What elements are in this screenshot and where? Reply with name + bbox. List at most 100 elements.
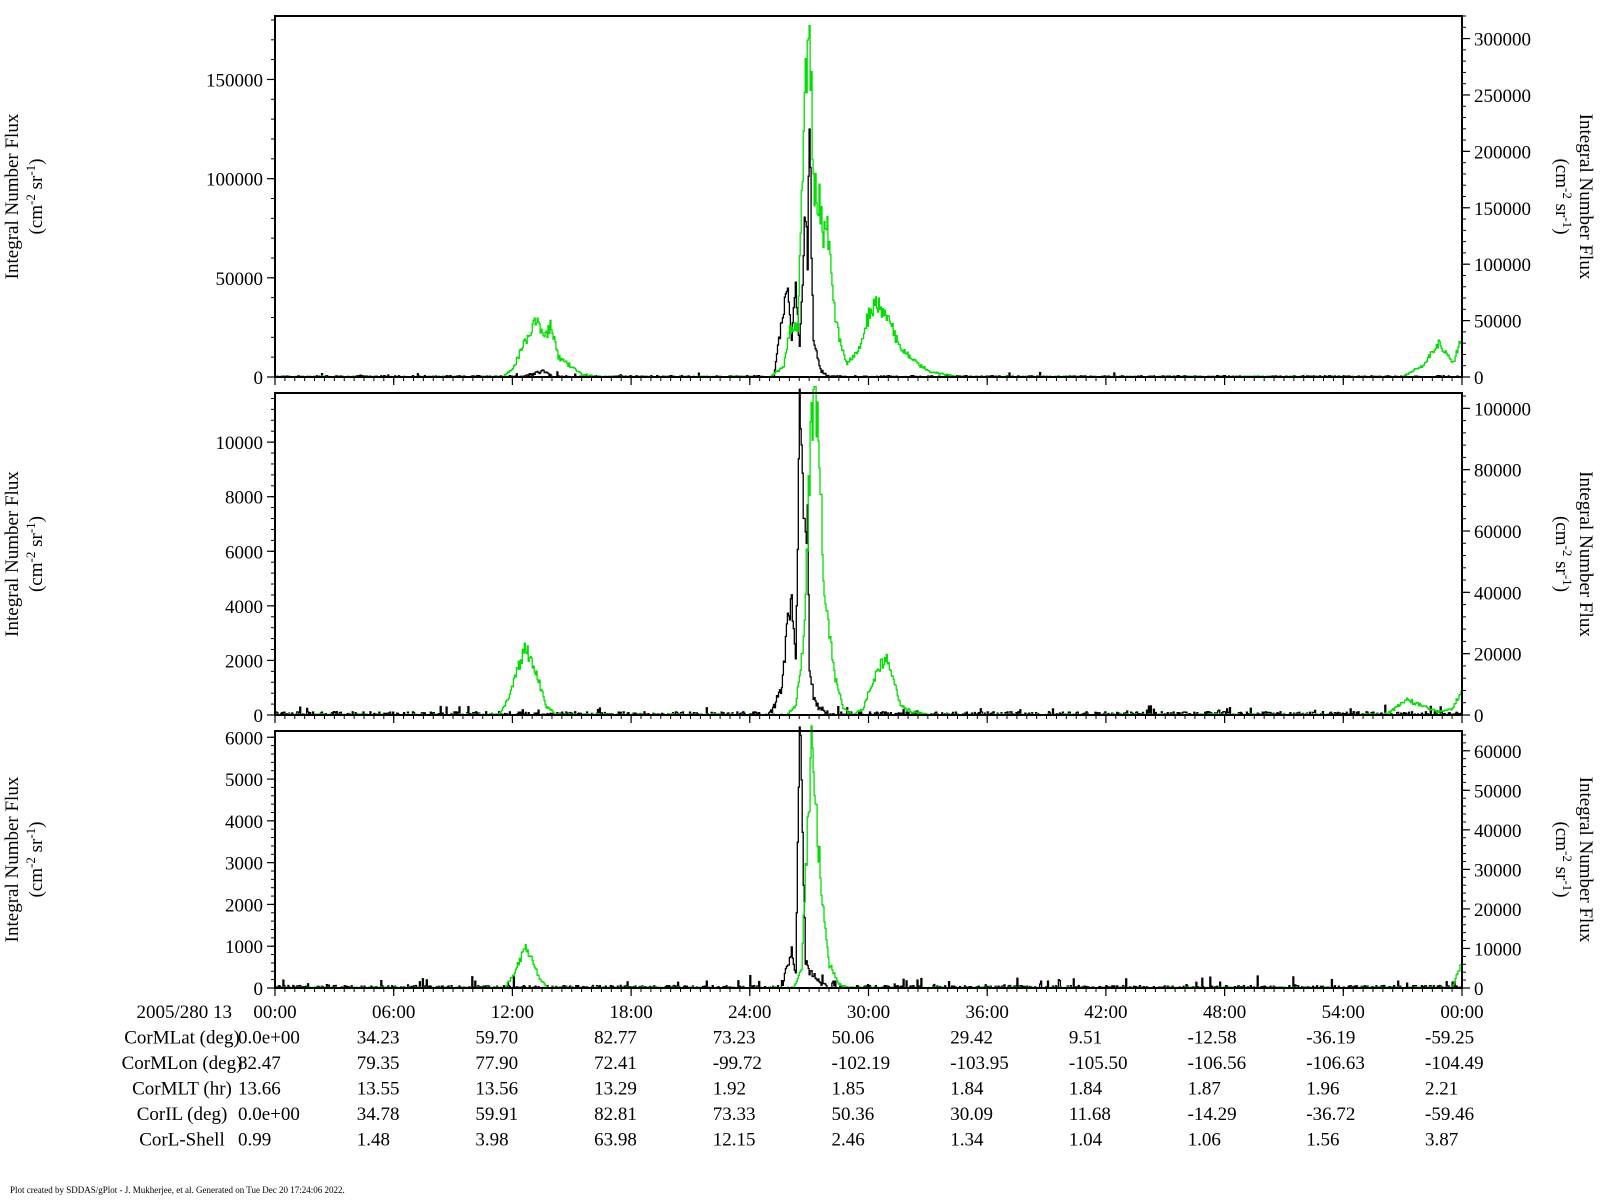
ephemeris-value: -14.29 — [1188, 1104, 1237, 1125]
y-left-tick-label: 4000 — [225, 597, 263, 618]
panel-3: 0100020003000400050006000010000200003000… — [2, 725, 1596, 1000]
ephemeris-value: 13.66 — [238, 1079, 281, 1100]
ephemeris-value: 13.29 — [594, 1079, 637, 1100]
y-left-tick-label: 4000 — [225, 812, 263, 833]
panel-1: 0 50000 100000 150000 0 50000 100000 150000 2000… — [2, 15, 1596, 389]
ephemeris-value: 82.81 — [594, 1104, 637, 1125]
x-tick-label: 12:00 — [491, 1002, 534, 1023]
y-right-tick-label: 40000 — [1474, 821, 1522, 842]
y-left-tick-label: 2000 — [225, 651, 263, 672]
ephemeris-value: -59.46 — [1425, 1104, 1474, 1125]
ephemeris-value: -102.19 — [832, 1053, 891, 1074]
ephemeris-value: 63.98 — [594, 1130, 637, 1151]
ephemeris-value: -12.58 — [1188, 1028, 1237, 1049]
ephemeris-value: 0.0e+00 — [238, 1028, 300, 1049]
y-right-tick-label: 0 — [1474, 979, 1484, 1000]
ephemeris-value: -106.56 — [1188, 1053, 1247, 1074]
y-right-tick-label: 250000 — [1474, 86, 1531, 107]
y-right-tick-label: 10000 — [1474, 939, 1522, 960]
ephemeris-value: -105.50 — [1069, 1053, 1128, 1074]
x-tick-label: 24:00 — [728, 1002, 771, 1023]
ephemeris-value: 73.23 — [713, 1028, 756, 1049]
plot-footer: Plot created by SDDAS/gPlot - J. Mukherj… — [10, 1185, 345, 1195]
ephemeris-value: 1.56 — [1306, 1130, 1339, 1151]
x-tick-label: 00:00 — [253, 1002, 296, 1023]
y-left-axis-title-line1: Integral Number Flux — [2, 776, 23, 942]
y-left-axis-title-line2: (cm-2 sr-1) — [23, 516, 48, 592]
ephemeris-row-label: CorMLat (deg) — [124, 1028, 240, 1049]
y-left-tick-label: 6000 — [225, 542, 263, 563]
y-left-axis-title: Integral Number Flux (cm-2 sr-1) — [2, 776, 47, 942]
y-right-tick-label: 150000 — [1474, 199, 1531, 220]
ephemeris-value: 77.90 — [475, 1053, 518, 1074]
x-tick-label: 42:00 — [1084, 1002, 1127, 1023]
y-right-axis-title: Integral Number Flux(cm-2 sr-1) — [1551, 777, 1596, 943]
ephemeris-value: 1.34 — [950, 1130, 984, 1151]
y-left-axis-title-line2: (cm-2 sr-1) — [23, 821, 48, 897]
ephemeris-value: 30.09 — [950, 1104, 993, 1125]
ephemeris-value: -104.49 — [1425, 1053, 1484, 1074]
panel-2: 0200040006000800010000020000400006000080… — [2, 385, 1596, 727]
series-black-line — [274, 388, 1463, 716]
ephemeris-value: 59.70 — [475, 1028, 518, 1049]
ephemeris-row-label: CorMLT (hr) — [132, 1079, 232, 1100]
y-right-tick-label: 50000 — [1474, 781, 1522, 802]
y-right-tick-label: 20000 — [1474, 645, 1522, 666]
ephemeris-value: 1.96 — [1306, 1079, 1339, 1100]
y-left-axis-title: Integral Number Flux (cm-2 sr-1) — [2, 113, 47, 279]
y-left-axis-title: Integral Number Flux (cm-2 sr-1) — [2, 471, 47, 637]
ephemeris-value: 79.35 — [357, 1053, 400, 1074]
y-right-tick-label: 80000 — [1474, 461, 1522, 482]
ephemeris-value: 50.36 — [832, 1104, 875, 1125]
ephemeris-value: -103.95 — [950, 1053, 1009, 1074]
ephemeris-value: 82.77 — [594, 1028, 637, 1049]
y-right-axis-title-line2: (cm-2 sr-1) — [1551, 158, 1576, 234]
x-tick-label: 18:00 — [609, 1002, 652, 1023]
ephemeris-value: 3.87 — [1425, 1130, 1458, 1151]
y-left-tick-label: 8000 — [225, 488, 263, 509]
ephemeris-value: 1.85 — [832, 1079, 865, 1100]
y-left-tick-label: 10000 — [216, 433, 264, 454]
y-right-tick-label: 20000 — [1474, 900, 1522, 921]
ephemeris-value: 73.33 — [713, 1104, 756, 1125]
series-black-line — [274, 128, 1463, 378]
y-right-tick-label: 100000 — [1474, 399, 1531, 420]
ephemeris-value: 1.48 — [357, 1130, 390, 1151]
y-right-axis-title: Integral Number Flux(cm-2 sr-1) — [1551, 114, 1596, 280]
ephemeris-value: 29.42 — [950, 1028, 993, 1049]
y-right-axis-title-line2: (cm-2 sr-1) — [1551, 821, 1576, 897]
y-right-tick-label: 30000 — [1474, 860, 1522, 881]
ephemeris-value: -99.72 — [713, 1053, 762, 1074]
ephemeris-value: -36.72 — [1306, 1104, 1355, 1125]
y-right-axis-title-line1: Integral Number Flux — [1575, 777, 1596, 943]
y-left-tick-label: 0 — [254, 979, 264, 1000]
y-right-tick-label: 200000 — [1474, 142, 1531, 163]
ephemeris-value: 82.47 — [238, 1053, 281, 1074]
y-right-tick-label: 0 — [1474, 368, 1484, 389]
y-left-axis-title-line1: Integral Number Flux — [2, 471, 23, 637]
ephemeris-value: -59.25 — [1425, 1028, 1474, 1049]
ephemeris-row-label: CorIL (deg) — [137, 1104, 228, 1125]
ephemeris-header: 2005/280 13 — [136, 1002, 232, 1023]
y-right-tick-label: 60000 — [1474, 742, 1522, 763]
ephemeris-value: 13.55 — [357, 1079, 400, 1100]
ephemeris-value: 34.78 — [357, 1104, 400, 1125]
ephemeris-value: -106.63 — [1306, 1053, 1365, 1074]
y-left-tick-label: 3000 — [225, 854, 263, 875]
x-tick-label: 30:00 — [847, 1002, 890, 1023]
y-right-tick-label: 100000 — [1474, 255, 1531, 276]
y-left-tick-label: 50000 — [216, 269, 264, 290]
x-tick-label: 54:00 — [1322, 1002, 1365, 1023]
y-left-tick-label: 5000 — [225, 770, 263, 791]
ephemeris-value: 1.06 — [1188, 1130, 1221, 1151]
ephemeris-value: 1.84 — [950, 1079, 984, 1100]
x-tick-label: 00:00 — [1440, 1002, 1483, 1023]
y-right-axis-title-line2: (cm-2 sr-1) — [1551, 516, 1576, 592]
ephemeris-row-label: CorMLon (deg) — [122, 1053, 243, 1074]
y-left-tick-label: 0 — [254, 368, 264, 389]
ephemeris-row-label: CorL-Shell — [139, 1130, 225, 1151]
y-left-tick-label: 1000 — [225, 937, 263, 958]
ephemeris-value: 1.04 — [1069, 1130, 1103, 1151]
series-green-line — [274, 725, 1463, 989]
y-left-tick-label: 0 — [254, 706, 264, 727]
